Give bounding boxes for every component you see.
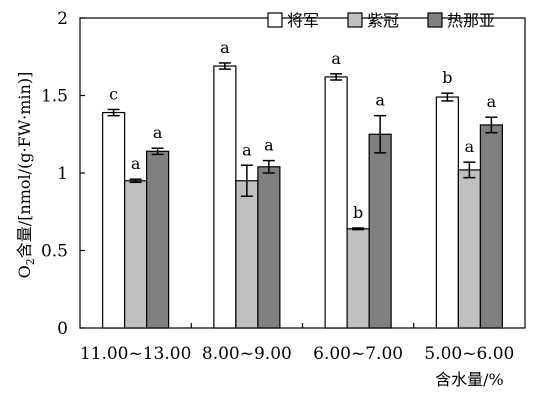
bar-1 (213, 65, 237, 329)
bar-2 (346, 228, 370, 329)
legend: 将军 紫冠 热那亚 (267, 11, 495, 30)
y-tick-label: 0 (57, 319, 68, 339)
y-tick-label: 1.5 (41, 87, 68, 107)
significance-label: a (331, 49, 341, 68)
bar-1 (435, 96, 459, 329)
legend-swatch (267, 12, 283, 28)
legend-swatch (427, 12, 443, 28)
significance-label: a (465, 137, 475, 156)
significance-label: a (375, 91, 385, 110)
bar-3 (368, 133, 392, 329)
significance-label: a (153, 123, 163, 142)
significance-label: c (109, 84, 118, 103)
bar-2 (235, 180, 259, 329)
x-category-label: 8.00~9.00 (202, 344, 292, 364)
bar-2 (124, 180, 148, 329)
y-tick-label: 0.5 (41, 242, 68, 262)
legend-label: 紫冠 (367, 11, 399, 30)
y-axis-title: O2含量/[nmol/(g·FW·min)] (15, 72, 37, 279)
bar-3 (146, 150, 170, 329)
bar-3 (479, 124, 503, 329)
significance-label: a (487, 92, 497, 111)
significance-label: a (242, 140, 252, 159)
significance-label: b (353, 203, 363, 222)
bar-3 (257, 166, 281, 329)
x-axis-title: 含水量/% (435, 370, 504, 389)
significance-label: a (131, 154, 141, 173)
axes: 0 0.5 1 1.5 2 O2含量/[nmol/(g·FW·min)] 11.00~13.… (15, 9, 526, 389)
significance-label: b (442, 68, 452, 87)
bar-1 (324, 76, 348, 329)
significance-label: a (264, 136, 274, 155)
legend-swatch (347, 12, 363, 28)
y-tick-label: 2 (57, 9, 68, 29)
x-category-label: 5.00~6.00 (424, 344, 514, 364)
bar-2 (457, 169, 481, 329)
x-category-label: 11.00~13.00 (80, 344, 192, 364)
y-tick-label: 1 (57, 164, 68, 184)
bars (102, 62, 503, 329)
bar-1 (102, 111, 126, 329)
legend-label: 热那亚 (447, 11, 495, 30)
legend-label: 将军 (287, 11, 319, 30)
x-category-label: 6.00~7.00 (313, 344, 403, 364)
significance-label: a (220, 38, 230, 57)
